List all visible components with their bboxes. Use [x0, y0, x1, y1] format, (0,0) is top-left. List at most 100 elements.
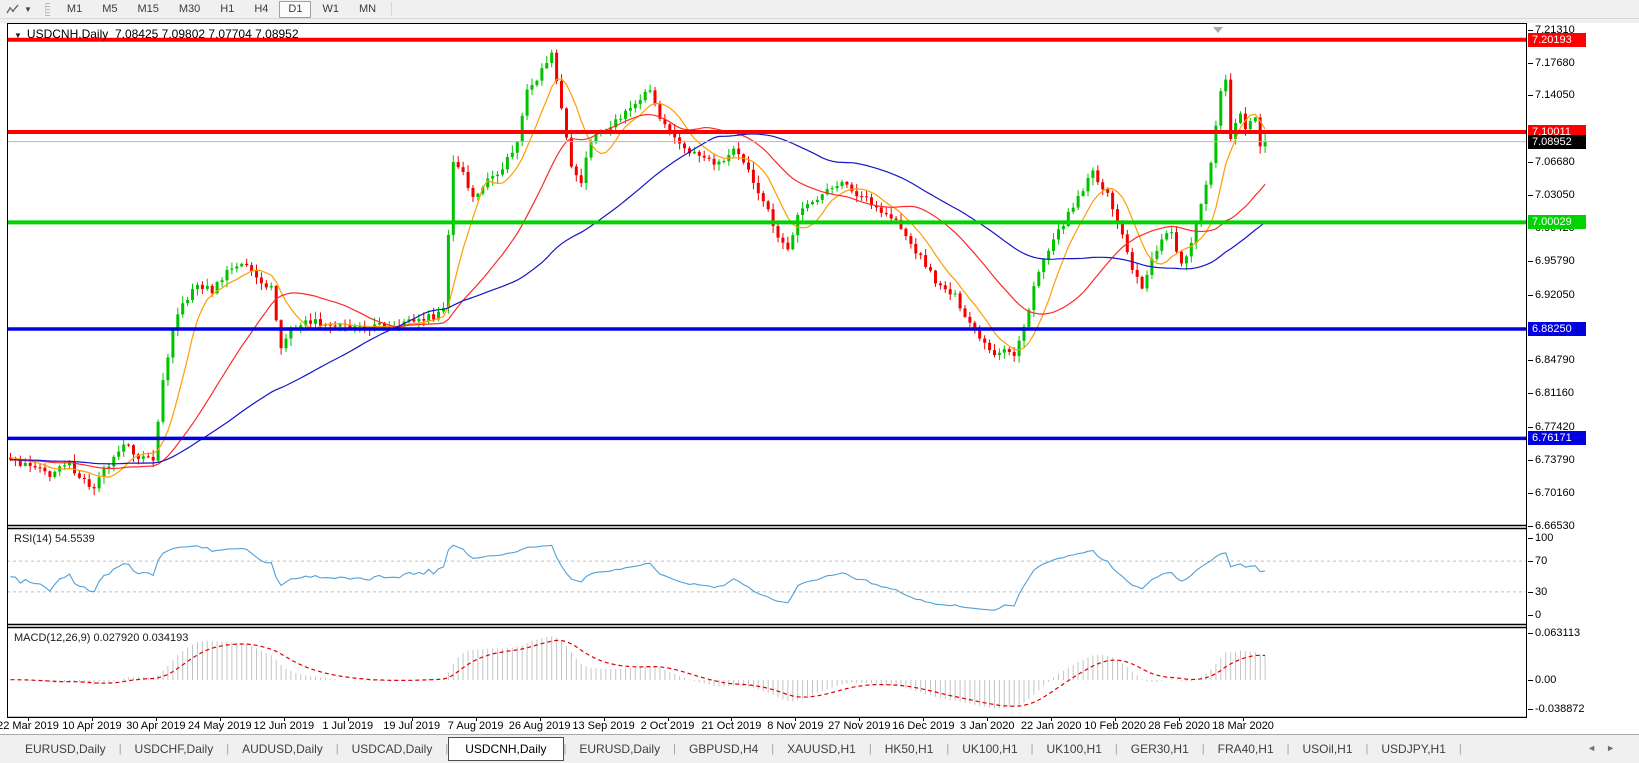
toolbar-gap — [0, 19, 1639, 23]
tab-separator: | — [226, 743, 230, 755]
chart-tab-uk100-h1[interactable]: UK100,H1 — [1046, 742, 1102, 756]
tab-separator: | — [118, 743, 122, 755]
date-tick — [1243, 718, 1245, 721]
level-price-tag: 7.20193 — [1528, 33, 1586, 47]
date-label: 28 Feb 2020 — [1148, 720, 1210, 732]
ohlc-low: 7.07704 — [208, 27, 252, 41]
date-label: 10 Feb 2020 — [1084, 720, 1147, 732]
tab-separator: | — [1458, 743, 1462, 755]
date-tick — [283, 718, 285, 721]
chart-tab-xauusd-h1[interactable]: XAUUSD,H1 — [787, 742, 856, 756]
tab-separator: | — [335, 743, 339, 755]
chart-window: 7.213107.176807.140507.066807.030506.994… — [0, 23, 1639, 718]
date-label: 13 Sep 2019 — [572, 720, 635, 732]
chart-tab-uk100-h1[interactable]: UK100,H1 — [962, 742, 1018, 756]
price-axis-border — [1526, 23, 1527, 718]
date-tick — [28, 718, 29, 721]
timeframe-button-m1[interactable]: M1 — [66, 2, 83, 15]
chart-tab-bar: EURUSD,Daily | USDCHF,Daily | AUDUSD,Daily | U… — [0, 734, 1639, 763]
tab-separator: | — [563, 743, 567, 755]
price-tick-label: 6.84790 — [1528, 354, 1575, 366]
rsi-tick-label: 30 — [1528, 586, 1547, 598]
chart-tab-usoil-h1[interactable]: USOil,H1 — [1302, 742, 1353, 756]
date-tick — [1179, 718, 1181, 721]
date-tick — [603, 718, 605, 721]
date-label: 26 Aug 2019 — [508, 720, 571, 732]
rsi-tick-label: 0 — [1528, 609, 1541, 621]
macd-label: MACD(12,26,9) 0.027920 0.034193 — [14, 632, 188, 644]
date-label: 21 Oct 2019 — [701, 720, 762, 732]
timeframe-button-m15[interactable]: M15 — [137, 2, 159, 15]
date-tick — [91, 718, 93, 721]
symbol-name: USDCNH,Daily — [26, 27, 109, 41]
date-label: 12 Jun 2019 — [253, 720, 315, 732]
timeframe-button-h1[interactable]: H1 — [220, 2, 235, 15]
tab-separator: | — [1201, 743, 1205, 755]
chart-tab-usdchf-daily[interactable]: USDCHF,Daily — [134, 742, 214, 756]
chart-tab-usdcad-daily[interactable]: USDCAD,Daily — [351, 742, 433, 756]
chart-tab-gbpusd-h4[interactable]: GBPUSD,H4 — [688, 742, 759, 756]
chart-tab-usdjpy-h1[interactable]: USDJPY,H1 — [1381, 742, 1446, 756]
price-tick-label: 7.14050 — [1528, 89, 1575, 101]
chart-tab-eurusd-daily[interactable]: EURUSD,Daily — [25, 742, 106, 756]
date-tick — [667, 718, 669, 721]
tab-separator: | — [771, 743, 775, 755]
chart-tab-audusd-daily[interactable]: AUDUSD,Daily — [242, 742, 323, 756]
indicators-icon[interactable] — [4, 2, 22, 17]
rsi-tick-label: 70 — [1528, 555, 1547, 567]
tab-separator: | — [1286, 743, 1290, 755]
date-label: 3 Jan 2020 — [960, 720, 1015, 732]
macd-tick-label: 0.00 — [1528, 674, 1556, 686]
price-tick-label: 6.92050 — [1528, 289, 1575, 301]
date-tick — [923, 718, 925, 721]
date-tick — [347, 718, 349, 721]
date-label: 19 Jul 2019 — [383, 720, 441, 732]
date-tick — [539, 718, 541, 721]
timeframe-button-d1[interactable]: D1 — [279, 0, 312, 18]
date-axis[interactable]: 22 Mar 2019 10 Apr 2019 30 Apr 2019 24 May … — [0, 718, 1639, 734]
tab-scroll-arrows[interactable]: ◄► — [1587, 743, 1625, 753]
date-label: 18 Mar 2020 — [1212, 720, 1274, 732]
price-axis[interactable]: 7.213107.176807.140507.066807.030506.994… — [1528, 23, 1639, 718]
date-label: 27 Nov 2019 — [828, 720, 891, 732]
price-tick-label: 6.66530 — [1528, 520, 1575, 532]
level-price-tag: 6.88250 — [1528, 322, 1586, 336]
timeframe-button-w1[interactable]: W1 — [322, 2, 339, 15]
rsi-label: RSI(14) 54.5539 — [14, 533, 95, 545]
ohlc-close: 7.08952 — [255, 27, 299, 41]
chart-tab-ger30-h1[interactable]: GER30,H1 — [1130, 742, 1189, 756]
date-label: 16 Dec 2019 — [892, 720, 955, 732]
chart-tab-hk50-h1[interactable]: HK50,H1 — [884, 742, 934, 756]
chart-tab-usdcnh-daily[interactable]: USDCNH,Daily — [448, 737, 564, 761]
price-tick-label: 6.95790 — [1528, 255, 1575, 267]
date-label: 22 Mar 2019 — [0, 720, 59, 732]
macd-name: MACD(12,26,9) — [14, 632, 91, 644]
timeframe-buttons: M1 M5 M15 M30 H1 H4 D1 W1 MN — [57, 0, 386, 18]
timeframe-button-m30[interactable]: M30 — [178, 2, 201, 15]
date-label: 8 Nov 2019 — [767, 720, 824, 732]
timeframe-button-m5[interactable]: M5 — [102, 2, 118, 15]
timeframe-button-h4[interactable]: H4 — [254, 2, 269, 15]
collapse-icon[interactable]: ▼ — [14, 31, 22, 40]
date-tick — [475, 718, 477, 721]
price-tick-label: 7.03050 — [1528, 189, 1575, 201]
rsi-name: RSI(14) — [14, 533, 52, 545]
chart-title: ▼ USDCNH,Daily 7.08425 7.09802 7.07704 7.… — [14, 27, 299, 41]
date-tick — [795, 718, 797, 721]
rsi-value: 54.5539 — [54, 533, 95, 545]
date-label: 7 Aug 2019 — [447, 720, 504, 732]
price-tick-label: 7.21310 — [1528, 24, 1575, 36]
toolbar-grip[interactable] — [44, 2, 50, 16]
macd-tick-label: -0.038872 — [1528, 703, 1585, 715]
timeframe-toolbar: ▼ M1 M5 M15 M30 H1 H4 D1 W1 MN — [0, 0, 1639, 19]
indicators-dropdown-caret-icon[interactable]: ▼ — [24, 4, 32, 14]
tab-separator: | — [868, 743, 872, 755]
date-tick — [411, 718, 413, 721]
chart-tab-eurusd-daily[interactable]: EURUSD,Daily — [579, 742, 661, 756]
date-tick — [1115, 718, 1117, 721]
date-tick — [859, 718, 861, 721]
price-chart-canvas[interactable] — [7, 23, 1526, 718]
chart-tab-fra40-h1[interactable]: FRA40,H1 — [1217, 742, 1274, 756]
price-tick-label: 6.81160 — [1528, 387, 1574, 399]
timeframe-button-mn[interactable]: MN — [358, 2, 377, 15]
